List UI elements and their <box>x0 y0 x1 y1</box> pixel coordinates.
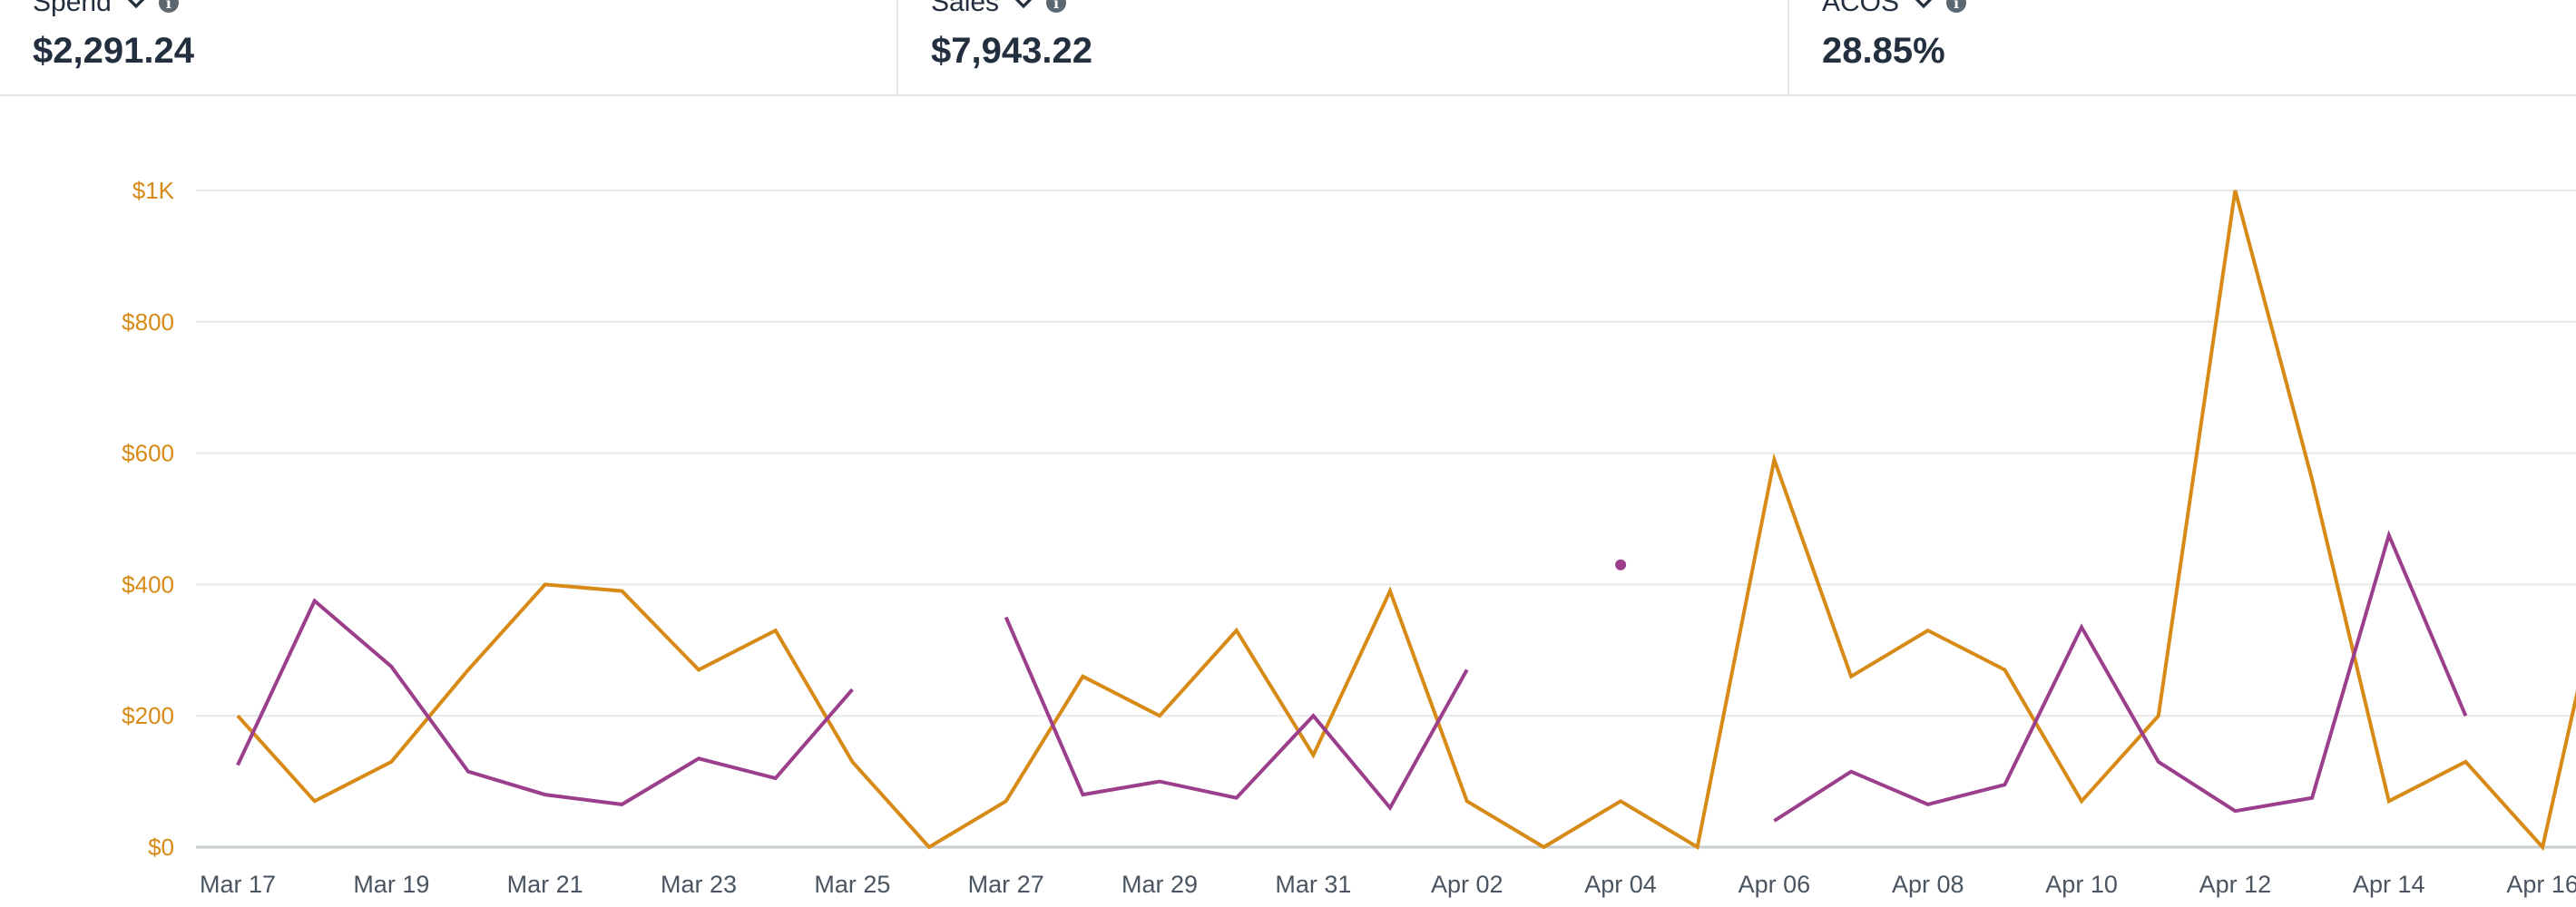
metric-sales[interactable]: Sales i $7,943.22 <box>898 0 1789 94</box>
line-chart-svg[interactable]: $0 $200 $400 $600 $800 $1K Mar 17 Mar 19 Mar 21 M… <box>0 94 2576 907</box>
y-tick-label: $1K <box>132 177 175 204</box>
info-icon[interactable]: i <box>158 0 179 13</box>
metric-spend-label: Spend <box>33 0 112 17</box>
series-1-line[interactable] <box>236 598 854 806</box>
metric-acos-header[interactable]: ACOS i <box>1822 0 1967 18</box>
x-tick-label: Apr 12 <box>2199 871 2272 898</box>
chevron-down-icon[interactable] <box>1012 0 1035 15</box>
y-tick-label: $0 <box>148 834 174 861</box>
x-tick-label: Mar 29 <box>1121 871 1198 898</box>
y-tick-label: $200 <box>122 702 174 729</box>
series-1-line[interactable] <box>1004 616 1469 812</box>
x-tick-label: Mar 17 <box>200 871 276 898</box>
metric-spend[interactable]: Spend i $2,291.24 <box>0 0 898 94</box>
y-tick-label: $400 <box>122 571 174 598</box>
x-tick-label: Mar 31 <box>1275 871 1351 898</box>
series-1-point[interactable] <box>1615 559 1627 571</box>
x-tick-label: Apr 02 <box>1431 871 1503 898</box>
metric-sales-label: Sales <box>931 0 1000 17</box>
chevron-down-icon[interactable] <box>1912 0 1935 15</box>
chevron-down-icon[interactable] <box>124 0 148 15</box>
y-tick-label: $600 <box>122 440 174 467</box>
performance-chart[interactable]: $0 $200 $400 $600 $800 $1K Mar 17 Mar 19 Mar 21 M… <box>0 94 2576 907</box>
metric-acos[interactable]: ACOS i 28.85% <box>1789 0 2576 94</box>
metric-spend-value: $2,291.24 <box>33 31 194 71</box>
metrics-bar: Spend i $2,291.24 Sales i $7,943.22 ACOS… <box>0 0 2576 96</box>
metric-sales-header[interactable]: Sales i <box>931 0 1067 18</box>
x-tick-label: Mar 25 <box>814 871 890 898</box>
y-tick-label: $800 <box>122 308 174 336</box>
metric-spend-header[interactable]: Spend i <box>33 0 179 18</box>
x-tick-label: Apr 08 <box>1892 871 1964 898</box>
metric-acos-label: ACOS <box>1822 0 1900 17</box>
metric-sales-value: $7,943.22 <box>931 31 1092 71</box>
x-tick-label: Mar 27 <box>968 871 1044 898</box>
info-icon[interactable]: i <box>1046 0 1067 13</box>
x-tick-label: Mar 19 <box>353 871 429 898</box>
series-1-line[interactable] <box>1773 530 2468 823</box>
x-tick-label: Apr 14 <box>2353 871 2425 898</box>
x-tick-label: Apr 06 <box>1739 871 1811 898</box>
x-tick-label: Apr 16 <box>2506 871 2576 898</box>
series-0-line[interactable] <box>236 190 2576 852</box>
info-icon[interactable]: i <box>1946 0 1967 13</box>
x-tick-label: Apr 04 <box>1584 871 1657 898</box>
x-tick-label: Mar 23 <box>661 871 737 898</box>
metric-acos-value: 28.85% <box>1822 31 1945 71</box>
x-tick-label: Apr 10 <box>2045 871 2118 898</box>
x-tick-label: Mar 21 <box>507 871 583 898</box>
